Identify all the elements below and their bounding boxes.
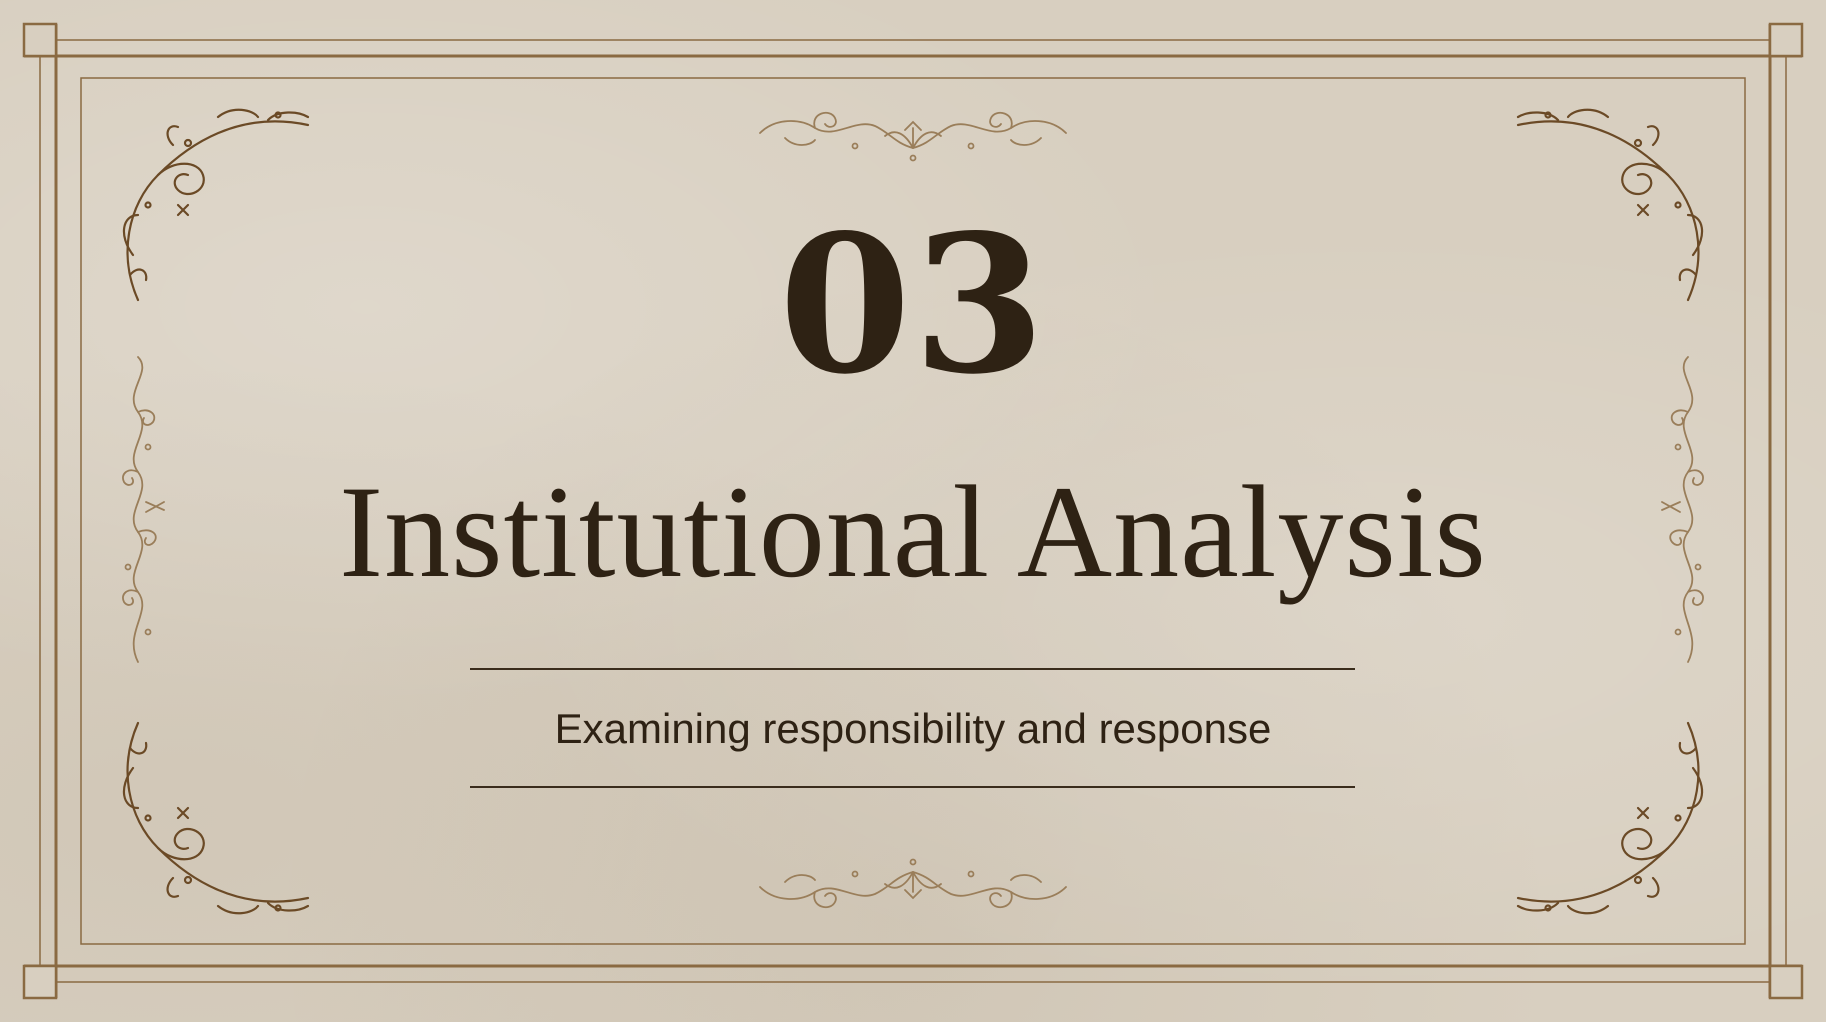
divider-top xyxy=(470,668,1355,670)
slide-title: Institutional Analysis xyxy=(339,458,1487,605)
flourish-horizontal-icon xyxy=(759,111,1067,162)
corner-square-top-left xyxy=(22,22,58,58)
flourish-corner-icon xyxy=(122,721,310,915)
corner-square-top-right xyxy=(1768,22,1804,58)
corner-square-bottom-right xyxy=(1768,964,1804,1000)
flourish-vertical-icon xyxy=(122,356,165,663)
flourish-corner-icon xyxy=(1516,108,1704,302)
flourish-corner-icon xyxy=(122,108,310,302)
slide-subtitle: Examining responsibility and response xyxy=(554,705,1272,752)
section-number: 03 xyxy=(778,193,1048,416)
flourish-corner-icon xyxy=(1516,721,1704,915)
flourish-vertical-icon xyxy=(1661,356,1704,663)
flourish-horizontal-icon xyxy=(759,858,1067,909)
divider-bottom xyxy=(470,786,1355,788)
corner-square-bottom-left xyxy=(22,964,58,1000)
